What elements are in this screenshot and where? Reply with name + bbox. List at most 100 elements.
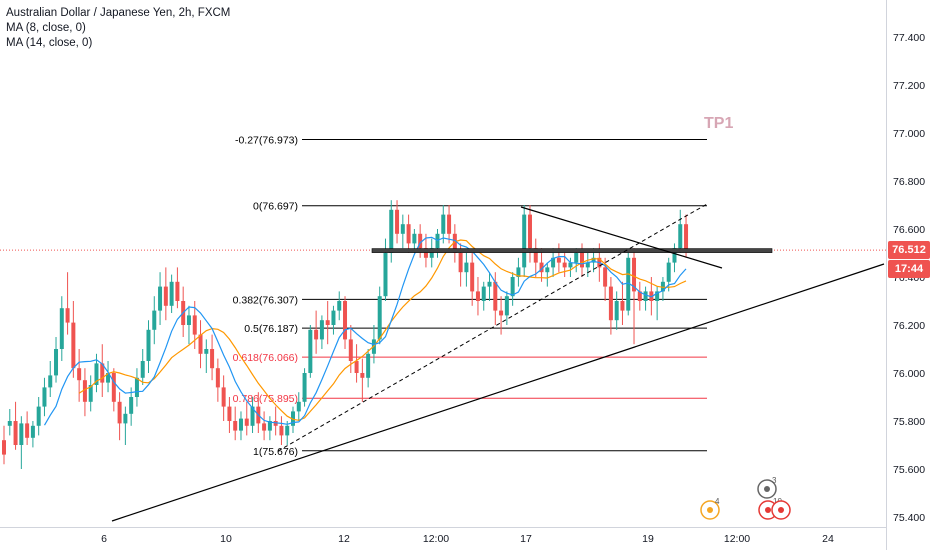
candle-body <box>447 214 452 234</box>
candle-body <box>146 329 151 361</box>
candle-body <box>204 349 209 354</box>
candle-body <box>660 281 665 292</box>
price-tick-label: 76.200 <box>893 320 925 332</box>
candle-body <box>319 320 324 340</box>
candle-body <box>574 253 579 263</box>
ma8-legend: MA (8, close, 0) <box>6 22 86 34</box>
time-tick-label: 19 <box>642 533 654 545</box>
candle-body <box>94 363 99 385</box>
candle-body <box>418 233 423 249</box>
dashed-trendline[interactable] <box>277 203 708 452</box>
candle-body <box>111 373 116 402</box>
time-tick-label: 24 <box>822 533 834 545</box>
price-tick-label: 76.600 <box>893 224 925 236</box>
candle-body <box>678 224 683 249</box>
price-tick-label: 75.800 <box>893 416 925 428</box>
candle-body <box>186 315 191 325</box>
candle-body <box>585 262 590 268</box>
price-tick-label: 77.400 <box>893 32 925 44</box>
candle-body <box>325 320 330 325</box>
candle-body <box>614 301 619 321</box>
time-tick-label: 17 <box>520 533 532 545</box>
candle-body <box>533 248 538 263</box>
candle-body <box>458 253 463 273</box>
candle-body <box>366 353 371 378</box>
candle-body <box>244 418 249 426</box>
candle-body <box>556 257 561 263</box>
candle-body <box>389 209 394 253</box>
candle-body <box>308 329 313 373</box>
candle-body <box>13 421 18 445</box>
long-trendline[interactable] <box>111 263 885 522</box>
candle-body <box>36 406 41 426</box>
candle-body <box>198 334 203 354</box>
candle-body <box>25 423 30 438</box>
candle-body <box>608 286 613 321</box>
price-tick-label: 75.600 <box>893 464 925 476</box>
time-tick-label: 12 <box>338 533 350 545</box>
candle-body <box>285 425 290 436</box>
candle-body <box>591 257 596 263</box>
candle-body <box>262 423 267 431</box>
candle-body <box>343 301 348 340</box>
candle-body <box>100 363 105 383</box>
candle-body <box>302 373 307 402</box>
bar-countdown-tag: 17:44 <box>888 260 930 279</box>
candle-body <box>452 233 457 253</box>
candle-body <box>672 248 677 263</box>
candle-body <box>551 257 556 268</box>
candle-body <box>296 401 301 412</box>
candle-body <box>406 224 411 244</box>
candle-body <box>684 224 689 251</box>
resistance-zone[interactable] <box>371 248 773 253</box>
event-icon-b-dot <box>764 486 770 492</box>
time-tick-label: 6 <box>101 533 107 545</box>
candle-body <box>163 286 168 306</box>
candle-body <box>481 286 486 301</box>
candle-body <box>158 286 163 311</box>
candle-body <box>354 361 359 373</box>
candle-body <box>666 262 671 282</box>
candle-body <box>655 291 660 301</box>
candle-body <box>117 401 122 424</box>
price-tick-label: 75.400 <box>893 512 925 524</box>
candle-body <box>441 214 446 234</box>
candle-body <box>7 421 12 426</box>
fib-level-label: 0(76.697) <box>253 201 298 213</box>
candle-body <box>377 296 382 340</box>
candle-body <box>603 267 608 287</box>
candle-body <box>273 421 278 426</box>
candle-body <box>54 349 59 376</box>
fib-level-label: 0.382(76.307) <box>233 294 298 306</box>
event-icon-c-dot <box>765 507 771 513</box>
candle-body <box>279 425 284 436</box>
candle-body <box>637 291 642 301</box>
candle-body <box>192 315 197 335</box>
fib-level-label: -0.27(76.973) <box>235 134 298 146</box>
ma14-line <box>78 239 687 421</box>
candle-body <box>400 224 405 234</box>
candle-body <box>510 277 515 297</box>
fib-level-label: 0.786(75.895) <box>233 393 298 405</box>
candle-body <box>169 281 174 306</box>
descending-trendline[interactable] <box>520 206 723 269</box>
tp1-label: TP1 <box>704 115 733 132</box>
price-tick-label: 77.200 <box>893 80 925 92</box>
candle-body <box>568 262 573 268</box>
candle-body <box>464 262 469 273</box>
candle-body <box>493 281 498 311</box>
candle-body <box>395 209 400 234</box>
price-tick-label: 76.800 <box>893 176 925 188</box>
candle-body <box>504 296 509 316</box>
time-tick-label: 12:00 <box>423 533 449 545</box>
candle-body <box>77 368 82 381</box>
time-tick-label: 10 <box>220 533 232 545</box>
candle-body <box>383 253 388 297</box>
candle-body <box>123 413 128 424</box>
candle-body <box>65 308 70 323</box>
candle-body <box>580 253 584 268</box>
candle-body <box>106 373 111 383</box>
candle-body <box>314 329 319 340</box>
ma8-line <box>43 236 687 426</box>
